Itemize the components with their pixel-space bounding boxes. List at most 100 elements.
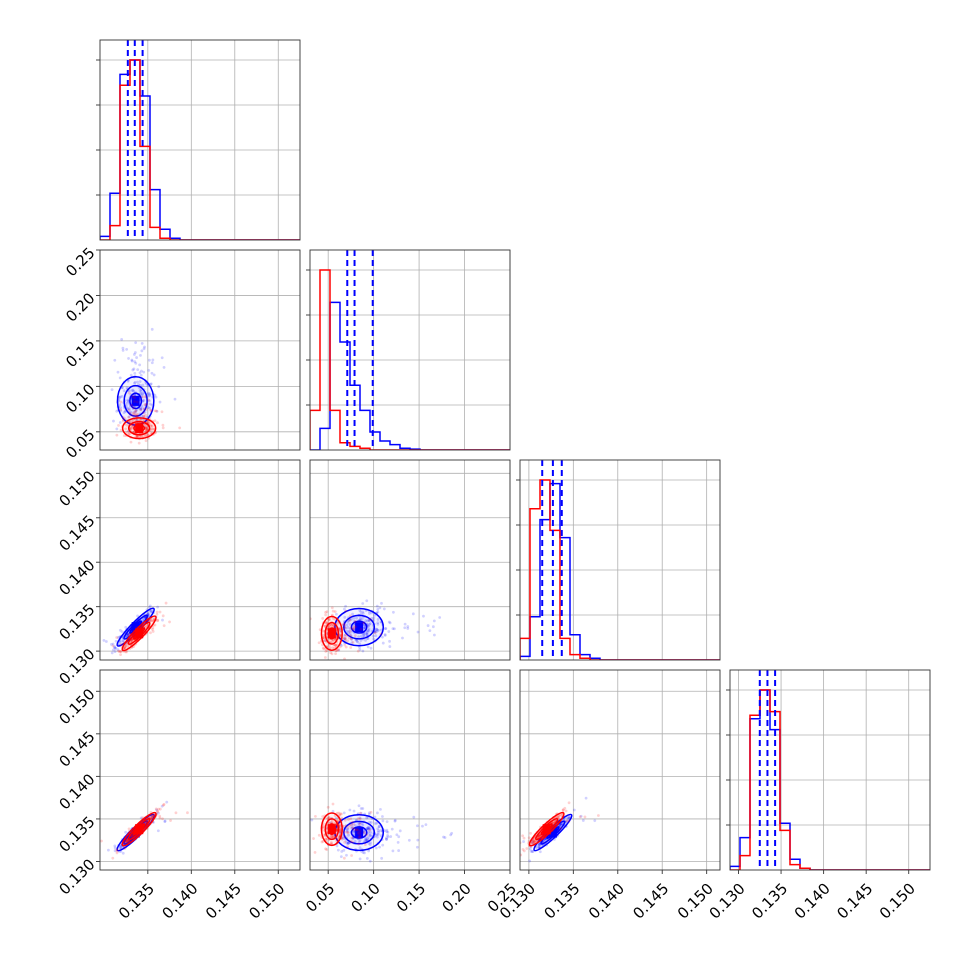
- sample-point: [149, 814, 153, 818]
- sample-point: [362, 621, 366, 625]
- sample-point: [344, 636, 347, 640]
- sample-point: [343, 818, 347, 822]
- sample-point: [142, 407, 146, 411]
- sample-point: [559, 822, 563, 826]
- sample-point: [156, 810, 160, 814]
- sample-point: [321, 633, 325, 637]
- sample-point: [383, 627, 387, 631]
- sample-point: [561, 808, 565, 812]
- sample-point: [362, 634, 366, 637]
- sample-point: [124, 644, 128, 647]
- sample-point: [364, 632, 368, 636]
- sample-point: [118, 403, 122, 407]
- sample-point: [543, 839, 547, 842]
- sample-point: [376, 827, 380, 831]
- sample-point: [125, 401, 129, 405]
- sample-point: [366, 827, 370, 831]
- histogram-red: [100, 59, 300, 240]
- sample-point: [313, 851, 317, 854]
- mean-marker: [542, 824, 551, 835]
- sample-point: [337, 648, 341, 652]
- sample-point: [163, 819, 167, 823]
- sample-point: [324, 847, 328, 851]
- sample-point: [155, 409, 158, 413]
- sample-point: [150, 371, 154, 375]
- sample-point: [330, 606, 334, 610]
- sample-point: [422, 614, 425, 618]
- histogram-group: [100, 40, 300, 240]
- sample-point: [373, 631, 377, 635]
- sample-point: [416, 845, 419, 849]
- sample-point: [377, 825, 381, 828]
- sample-point: [350, 637, 354, 641]
- sample-point: [338, 630, 342, 634]
- sample-point: [342, 622, 346, 626]
- mean-marker: [131, 622, 140, 633]
- sample-point: [125, 650, 128, 654]
- sample-point: [141, 395, 145, 399]
- sample-point: [391, 627, 395, 631]
- sample-point: [321, 617, 325, 620]
- sample-point: [390, 827, 394, 831]
- sample-point: [355, 616, 358, 620]
- sample-point: [336, 848, 340, 852]
- sample-point: [178, 426, 182, 430]
- sample-point: [121, 418, 125, 422]
- sample-point: [121, 639, 125, 643]
- sample-point: [152, 813, 155, 817]
- sample-point: [116, 370, 120, 374]
- sample-point: [593, 819, 597, 823]
- sample-point: [365, 838, 368, 842]
- sample-point: [129, 410, 133, 414]
- sample-point: [349, 646, 353, 649]
- sample-point: [359, 634, 363, 638]
- sample-point: [367, 849, 371, 853]
- sample-point: [349, 614, 352, 618]
- sample-point: [334, 643, 338, 647]
- sample-point: [353, 839, 357, 843]
- sample-point: [387, 620, 391, 624]
- histogram-blue: [520, 482, 720, 660]
- scatter-group: [110, 327, 182, 445]
- y-tick-label: 0.130: [55, 855, 98, 898]
- sample-point: [379, 829, 383, 832]
- sample-point: [567, 819, 571, 823]
- sample-point: [340, 850, 344, 853]
- sample-point: [369, 821, 373, 824]
- panel-frame: [309, 249, 511, 451]
- sample-point: [118, 396, 122, 399]
- sample-point: [415, 824, 419, 828]
- sample-point: [153, 409, 157, 413]
- sample-point: [379, 808, 382, 811]
- sample-point: [361, 649, 365, 653]
- sample-point: [363, 831, 366, 834]
- sample-point: [380, 856, 384, 860]
- sample-point: [127, 633, 130, 637]
- sample-point: [139, 418, 142, 422]
- sample-point: [147, 612, 151, 616]
- sample-point: [324, 613, 328, 617]
- sample-point: [565, 819, 569, 823]
- sample-point: [157, 807, 160, 811]
- sample-point: [133, 405, 137, 409]
- sample-point: [351, 627, 355, 631]
- sample-point: [347, 629, 351, 633]
- sample-point: [161, 426, 165, 430]
- sample-point: [63, 653, 66, 656]
- sample-point: [366, 826, 369, 830]
- sample-point: [145, 426, 149, 430]
- sample-point: [323, 656, 327, 659]
- sample-point: [522, 840, 525, 843]
- sample-point: [148, 421, 151, 425]
- sample-point: [346, 631, 350, 635]
- sample-point: [130, 834, 134, 838]
- sample-point: [345, 841, 349, 845]
- sample-point: [358, 832, 362, 835]
- sample-point: [384, 627, 388, 630]
- sample-point: [349, 823, 353, 827]
- sample-point: [521, 834, 525, 838]
- sample-point: [337, 811, 341, 815]
- panel-frame: [519, 459, 721, 661]
- sample-point: [118, 395, 122, 399]
- sample-point: [133, 381, 136, 385]
